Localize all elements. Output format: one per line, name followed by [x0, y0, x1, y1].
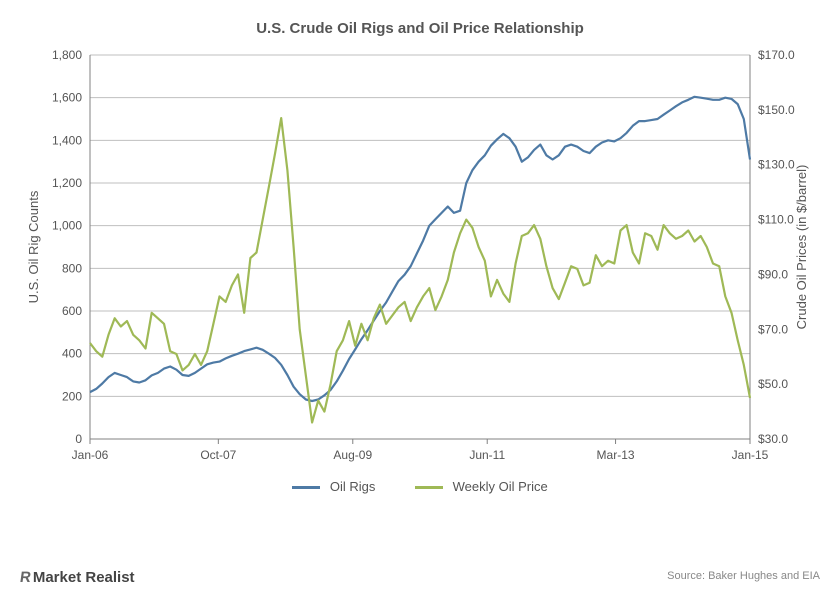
svg-text:Jun-11: Jun-11 — [469, 448, 505, 462]
svg-text:1,600: 1,600 — [52, 91, 82, 105]
source-text: Source: Baker Hughes and EIA — [667, 570, 820, 582]
svg-text:1,200: 1,200 — [52, 176, 82, 190]
svg-text:600: 600 — [62, 304, 82, 318]
svg-text:$70.0: $70.0 — [758, 322, 788, 336]
svg-text:Crude Oil Prices (in $/barrel): Crude Oil Prices (in $/barrel) — [794, 165, 809, 330]
svg-text:400: 400 — [62, 347, 82, 361]
svg-text:$130.0: $130.0 — [758, 158, 795, 172]
chart-svg: 0 200 400 600 800 1,000 1,200 1,400 1,600 1,800 $3… — [20, 45, 820, 475]
svg-text:1,000: 1,000 — [52, 219, 82, 233]
legend-label-oil-price: Weekly Oil Price — [453, 479, 548, 494]
svg-text:Aug-09: Aug-09 — [333, 448, 372, 462]
svg-text:Jan-15: Jan-15 — [732, 448, 769, 462]
svg-text:U.S. Oil Rig Counts: U.S. Oil Rig Counts — [26, 190, 41, 303]
svg-text:Mar-13: Mar-13 — [597, 448, 635, 462]
svg-text:Jan-06: Jan-06 — [72, 448, 109, 462]
chart-container: U.S. Crude Oil Rigs and Oil Price Relati… — [20, 20, 820, 550]
brand-icon: R — [19, 569, 32, 586]
svg-text:$30.0: $30.0 — [758, 432, 788, 446]
svg-text:$90.0: $90.0 — [758, 267, 788, 281]
svg-text:800: 800 — [62, 261, 82, 275]
legend-swatch-oil-rigs — [292, 486, 320, 489]
svg-text:200: 200 — [62, 389, 82, 403]
legend: Oil Rigs Weekly Oil Price — [20, 479, 820, 494]
legend-swatch-oil-price — [415, 486, 443, 489]
svg-text:$170.0: $170.0 — [758, 48, 795, 62]
svg-text:$150.0: $150.0 — [758, 103, 795, 117]
brand-logo: RMarket Realist — [20, 569, 135, 586]
svg-text:$50.0: $50.0 — [758, 377, 788, 391]
svg-text:1,800: 1,800 — [52, 48, 82, 62]
svg-text:Oct-07: Oct-07 — [200, 448, 236, 462]
legend-label-oil-rigs: Oil Rigs — [330, 479, 376, 494]
chart-title: U.S. Crude Oil Rigs and Oil Price Relati… — [20, 20, 820, 37]
legend-item-oil-price: Weekly Oil Price — [415, 479, 548, 494]
legend-item-oil-rigs: Oil Rigs — [292, 479, 375, 494]
svg-text:0: 0 — [75, 432, 82, 446]
svg-text:1,400: 1,400 — [52, 133, 82, 147]
brand-text: Market Realist — [33, 569, 135, 586]
svg-text:$110.0: $110.0 — [758, 213, 794, 227]
plot-area: 0 200 400 600 800 1,000 1,200 1,400 1,600 1,800 $3… — [20, 45, 820, 475]
